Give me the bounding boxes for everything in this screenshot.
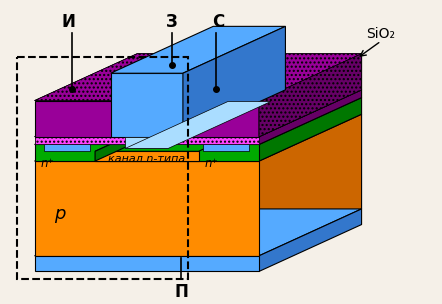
- Polygon shape: [95, 151, 198, 161]
- Polygon shape: [34, 54, 217, 101]
- Polygon shape: [259, 98, 362, 161]
- Polygon shape: [259, 54, 362, 137]
- Text: SiO₂: SiO₂: [366, 27, 396, 41]
- Polygon shape: [179, 54, 362, 101]
- Polygon shape: [179, 101, 259, 137]
- Polygon shape: [95, 105, 198, 161]
- Polygon shape: [259, 54, 362, 137]
- Text: З: З: [166, 13, 178, 31]
- Polygon shape: [34, 256, 259, 271]
- Polygon shape: [203, 137, 249, 151]
- Text: n⁺: n⁺: [204, 157, 218, 170]
- Text: p: p: [54, 205, 65, 223]
- Polygon shape: [34, 161, 259, 256]
- Polygon shape: [34, 90, 362, 137]
- Polygon shape: [179, 54, 362, 101]
- Polygon shape: [34, 114, 362, 161]
- Text: канал n-типа: канал n-типа: [108, 154, 186, 164]
- Polygon shape: [95, 105, 301, 151]
- Polygon shape: [44, 137, 90, 151]
- Polygon shape: [34, 209, 362, 256]
- Polygon shape: [34, 54, 217, 101]
- Polygon shape: [126, 102, 271, 148]
- Polygon shape: [183, 26, 286, 137]
- Text: И: И: [62, 13, 76, 31]
- Polygon shape: [34, 90, 362, 137]
- Polygon shape: [34, 101, 114, 137]
- Polygon shape: [110, 73, 183, 137]
- Polygon shape: [259, 209, 362, 271]
- Polygon shape: [34, 98, 362, 144]
- Polygon shape: [114, 54, 217, 137]
- Polygon shape: [34, 137, 259, 144]
- Text: n⁺: n⁺: [40, 157, 54, 170]
- Polygon shape: [259, 90, 362, 144]
- Polygon shape: [259, 114, 362, 256]
- Text: С: С: [212, 13, 224, 31]
- Polygon shape: [34, 144, 259, 161]
- Polygon shape: [110, 26, 286, 73]
- Text: П: П: [174, 283, 188, 301]
- Polygon shape: [34, 137, 259, 144]
- Polygon shape: [126, 137, 168, 148]
